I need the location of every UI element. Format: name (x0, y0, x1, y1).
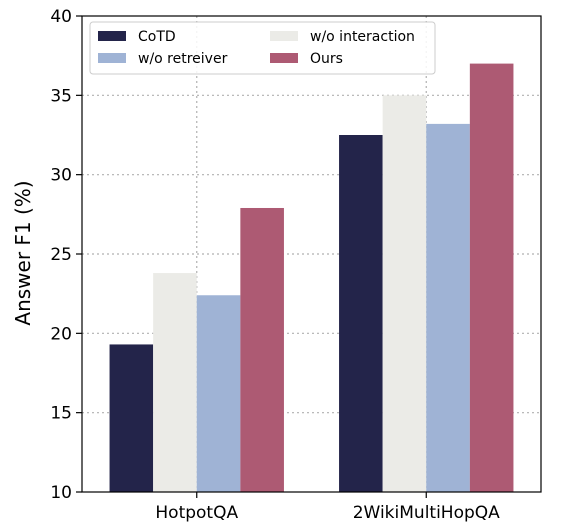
y-tick-label: 30 (50, 166, 72, 186)
legend-label: CoTD (138, 29, 176, 45)
legend-swatch (98, 53, 126, 63)
bar-w-o-interaction-2wikimultihopqa (382, 95, 427, 492)
x-tick-label: 2WikiMultiHopQA (353, 503, 500, 523)
y-tick-label: 20 (50, 324, 72, 344)
legend-swatch (98, 31, 126, 41)
y-tick-label: 25 (50, 245, 72, 265)
y-tick-label: 35 (50, 86, 72, 106)
x-tick-label: HotpotQA (155, 503, 238, 523)
bar-w-o-retreiver-2wikimultihopqa (426, 123, 470, 492)
bar-ours-hotpotqa (240, 207, 284, 492)
y-axis-label: Answer F1 (%) (11, 180, 35, 325)
legend-label: w/o interaction (310, 29, 415, 45)
bar-cotd-hotpotqa (109, 344, 154, 492)
y-tick-label: 15 (50, 404, 72, 424)
plot-frame (81, 15, 542, 493)
legend-label: w/o retreiver (138, 51, 228, 67)
axes: 10 15 20 25 30 35 40 HotpotQA 2WikiMultiHopQA (50, 7, 542, 523)
bars (109, 63, 514, 492)
legend-swatch (270, 31, 298, 41)
bar-w-o-interaction-hotpotqa (153, 273, 197, 492)
legend-label: Ours (310, 51, 343, 67)
bar-ours-2wikimultihopqa (469, 63, 514, 492)
y-tick-label: 40 (50, 7, 72, 27)
y-tick-label: 10 (50, 483, 72, 503)
bar-cotd-2wikimultihopqa (339, 135, 383, 492)
legend: CoTD w/o retreiver w/o interaction Ours (89, 21, 436, 75)
legend-swatch (270, 53, 298, 63)
bar-w-o-retreiver-hotpotqa (196, 295, 241, 492)
legend-box (89, 21, 436, 75)
